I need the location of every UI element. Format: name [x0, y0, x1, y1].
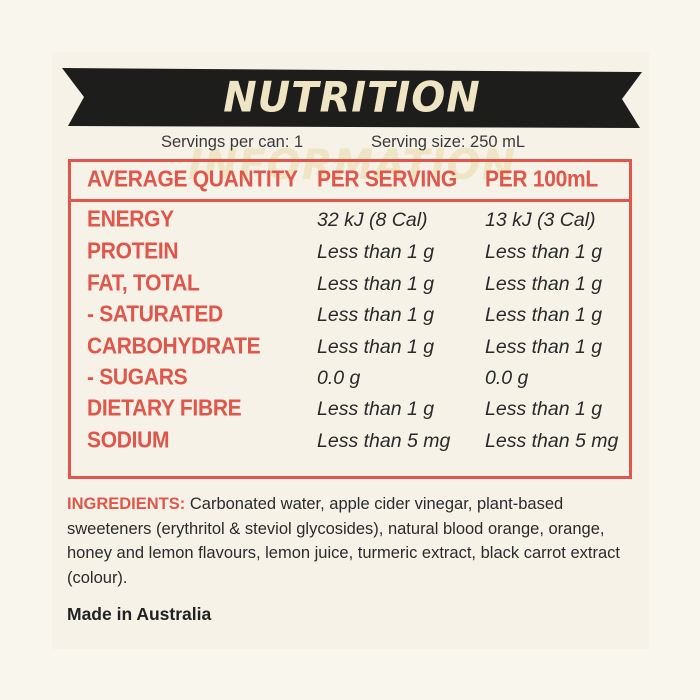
table-row: DIETARY FIBRE Less than 1 g Less than 1 g — [71, 395, 629, 426]
value-per-100ml: Less than 5 mg — [485, 430, 619, 452]
title-banner: NUTRITION INFORMATION — [62, 66, 642, 190]
table-row: - SATURATED Less than 1 g Less than 1 g — [71, 301, 629, 332]
ingredients-text: Carbonated water, apple cider vinegar, p… — [67, 495, 620, 587]
table-header: AVERAGE QUANTITY PER SERVING PER 100mL — [71, 162, 629, 202]
value-per-serving: Less than 1 g — [317, 241, 435, 263]
value-per-100ml: Less than 1 g — [485, 336, 603, 358]
header-average-quantity: AVERAGE QUANTITY — [87, 166, 298, 193]
serving-size: Serving size: 250 mL — [371, 133, 526, 151]
nutrient-name: CARBOHYDRATE — [87, 333, 261, 360]
table-row: ENERGY 32 kJ (8 Cal) 13 kJ (3 Cal) — [71, 206, 629, 237]
table-row: PROTEIN Less than 1 g Less than 1 g — [71, 238, 629, 269]
nutrient-name: ENERGY — [87, 206, 174, 233]
value-per-100ml: Less than 1 g — [485, 241, 603, 263]
nutrient-name: SODIUM — [87, 427, 170, 454]
value-per-100ml: 0.0 g — [485, 367, 529, 389]
ingredients-block: INGREDIENTS: Carbonated water, apple cid… — [67, 492, 642, 590]
nutrient-name: - SATURATED — [87, 301, 223, 328]
value-per-serving: 0.0 g — [317, 367, 361, 389]
table-row: SODIUM Less than 5 mg Less than 5 mg — [71, 427, 629, 458]
header-per-100ml: PER 100mL — [485, 166, 598, 193]
made-in: Made in Australia — [67, 604, 212, 624]
nutrient-name: DIETARY FIBRE — [87, 395, 242, 422]
value-per-100ml: Less than 1 g — [485, 273, 603, 295]
value-per-100ml: 13 kJ (3 Cal) — [485, 209, 596, 231]
nutrition-table: AVERAGE QUANTITY PER SERVING PER 100mL E… — [68, 159, 632, 479]
table-row: CARBOHYDRATE Less than 1 g Less than 1 g — [71, 333, 629, 364]
value-per-serving: Less than 1 g — [317, 304, 435, 326]
header-per-serving: PER SERVING — [317, 166, 457, 193]
value-per-serving: 32 kJ (8 Cal) — [317, 209, 428, 231]
value-per-serving: Less than 1 g — [317, 273, 435, 295]
table-row: - SUGARS 0.0 g 0.0 g — [71, 364, 629, 395]
nutrient-name: PROTEIN — [87, 238, 179, 265]
value-per-100ml: Less than 1 g — [485, 304, 603, 326]
value-per-100ml: Less than 1 g — [485, 398, 603, 420]
servings-per-can: Servings per can: 1 — [161, 133, 304, 151]
banner-ribbon — [62, 68, 642, 128]
value-per-serving: Less than 5 mg — [317, 430, 451, 452]
value-per-serving: Less than 1 g — [317, 398, 435, 420]
nutrient-name: FAT, TOTAL — [87, 270, 200, 297]
page-title: NUTRITION INFORMATION — [187, 73, 517, 190]
label-panel — [52, 52, 649, 649]
value-per-serving: Less than 1 g — [317, 336, 435, 358]
ingredients-label: INGREDIENTS: — [67, 495, 186, 513]
table-row: FAT, TOTAL Less than 1 g Less than 1 g — [71, 270, 629, 301]
nutrient-name: - SUGARS — [87, 364, 188, 391]
